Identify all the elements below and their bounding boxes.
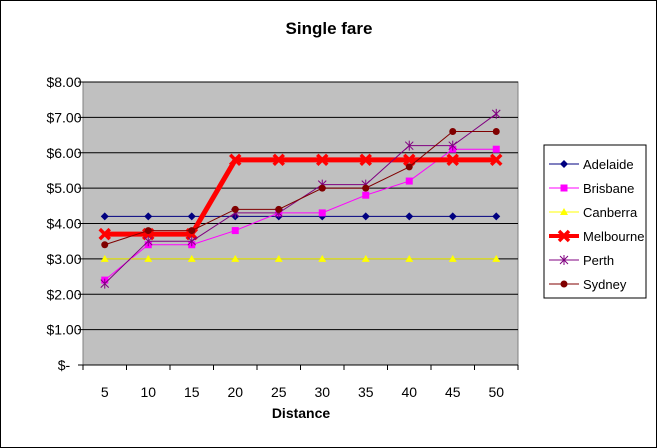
data-point-perth-50 <box>491 108 501 119</box>
legend-entry-adelaide: Adelaide <box>549 157 634 172</box>
data-point-sydney-35 <box>362 184 370 192</box>
x-tick-label: 35 <box>358 384 374 400</box>
legend-entry-canberra: Canberra <box>549 205 638 220</box>
series-layer <box>98 108 503 289</box>
y-tick-label: $5.00 <box>46 180 81 196</box>
data-point-canberra-50 <box>492 254 501 262</box>
series-sydney <box>101 128 500 249</box>
data-point-adelaide-35 <box>361 212 370 221</box>
data-point-perth-15 <box>187 236 197 247</box>
y-tick-label: $4.00 <box>46 216 81 232</box>
data-point-sydney-30 <box>318 184 326 192</box>
legend-label: Brisbane <box>583 181 634 196</box>
data-point-canberra-10 <box>144 254 153 262</box>
data-point-adelaide-15 <box>187 212 196 221</box>
data-point-canberra-5 <box>100 254 109 262</box>
data-point-brisbane-40 <box>405 177 413 185</box>
data-point-canberra-40 <box>405 254 414 262</box>
series-canberra <box>100 254 501 262</box>
legend-swatch-marker <box>557 229 571 243</box>
legend-label: Adelaide <box>583 157 634 172</box>
data-point-perth-40 <box>404 140 414 151</box>
data-point-sydney-45 <box>449 128 457 136</box>
series-line-melbourne <box>104 157 497 237</box>
data-point-melbourne-45 <box>446 153 459 167</box>
series-line-sydney <box>104 131 497 246</box>
legend-label: Canberra <box>583 205 638 220</box>
x-axis-tick-labels: 5 10 15 20 25 30 35 40 45 50 <box>82 364 519 400</box>
legend-entry-sydney: Sydney <box>549 277 627 292</box>
data-point-adelaide-5 <box>100 212 109 221</box>
data-point-adelaide-45 <box>448 212 457 221</box>
data-point-brisbane-30 <box>318 209 326 217</box>
data-point-melbourne-25 <box>272 153 285 167</box>
legend-entry-perth: Perth <box>549 253 614 268</box>
data-point-sydney-20 <box>231 205 239 213</box>
y-tick-label: $- <box>58 357 71 373</box>
x-tick-label: 20 <box>227 384 243 400</box>
x-tick-label: 40 <box>401 384 417 400</box>
legend-label: Melbourne <box>583 229 644 244</box>
data-point-sydney-50 <box>492 128 500 136</box>
x-tick-label: 50 <box>488 384 504 400</box>
legend-swatch-marker <box>560 208 568 215</box>
legend-swatch-marker <box>560 160 568 168</box>
data-point-canberra-20 <box>231 254 240 262</box>
data-point-brisbane-50 <box>492 145 500 153</box>
x-tick-label: 5 <box>101 384 109 400</box>
data-point-canberra-30 <box>318 254 327 262</box>
legend-label: Sydney <box>583 277 627 292</box>
y-axis-tick-labels: $- $1.00 $2.00 $3.00 $4.00 $5.00 $6.00 $7.00 $8.… <box>46 74 81 373</box>
data-point-sydney-10 <box>144 227 152 235</box>
data-point-melbourne-50 <box>490 153 503 167</box>
gridlines <box>78 81 518 366</box>
data-point-canberra-15 <box>187 254 196 262</box>
legend-entry-brisbane: Brisbane <box>549 181 634 196</box>
data-point-brisbane-20 <box>231 227 239 235</box>
data-point-sydney-40 <box>405 163 413 171</box>
x-tick-label: 25 <box>271 384 287 400</box>
data-point-canberra-45 <box>448 254 457 262</box>
chart-title: Single fare <box>286 19 373 38</box>
data-point-canberra-35 <box>361 254 370 262</box>
data-point-canberra-25 <box>274 254 283 262</box>
data-point-sydney-5 <box>101 241 109 249</box>
data-point-sydney-15 <box>188 227 196 235</box>
data-point-melbourne-30 <box>316 153 329 167</box>
legend-label: Perth <box>583 253 614 268</box>
data-point-perth-10 <box>143 236 153 247</box>
data-point-sydney-25 <box>275 205 283 213</box>
y-tick-label: $3.00 <box>46 251 81 267</box>
data-point-adelaide-10 <box>144 212 153 221</box>
data-point-melbourne-35 <box>359 153 372 167</box>
data-point-adelaide-50 <box>492 212 501 221</box>
legend-swatch-marker <box>560 184 568 192</box>
y-tick-label: $2.00 <box>46 286 81 302</box>
legend-items: Adelaide Brisbane Canberra Melbourne Perth Sy… <box>549 157 644 292</box>
data-point-melbourne-40 <box>403 153 416 167</box>
x-tick-label: 15 <box>184 384 200 400</box>
legend-entry-melbourne: Melbourne <box>549 229 644 244</box>
data-point-melbourne-20 <box>229 153 242 167</box>
data-point-melbourne-5 <box>98 227 111 241</box>
legend-swatch-marker <box>560 280 568 288</box>
y-tick-label: $7.00 <box>46 109 81 125</box>
x-axis-title: Distance <box>272 405 331 421</box>
y-tick-label: $1.00 <box>46 322 81 338</box>
data-point-adelaide-40 <box>405 212 414 221</box>
y-tick-label: $8.00 <box>46 74 81 90</box>
data-point-brisbane-35 <box>362 191 370 199</box>
x-tick-label: 30 <box>314 384 330 400</box>
data-point-perth-45 <box>448 140 458 151</box>
y-tick-label: $6.00 <box>46 145 81 161</box>
x-tick-label: 10 <box>140 384 156 400</box>
x-tick-label: 45 <box>445 384 461 400</box>
series-line-brisbane <box>104 148 497 281</box>
data-point-perth-5 <box>100 278 110 289</box>
legend <box>543 144 647 299</box>
legend-swatch-marker <box>559 255 569 265</box>
